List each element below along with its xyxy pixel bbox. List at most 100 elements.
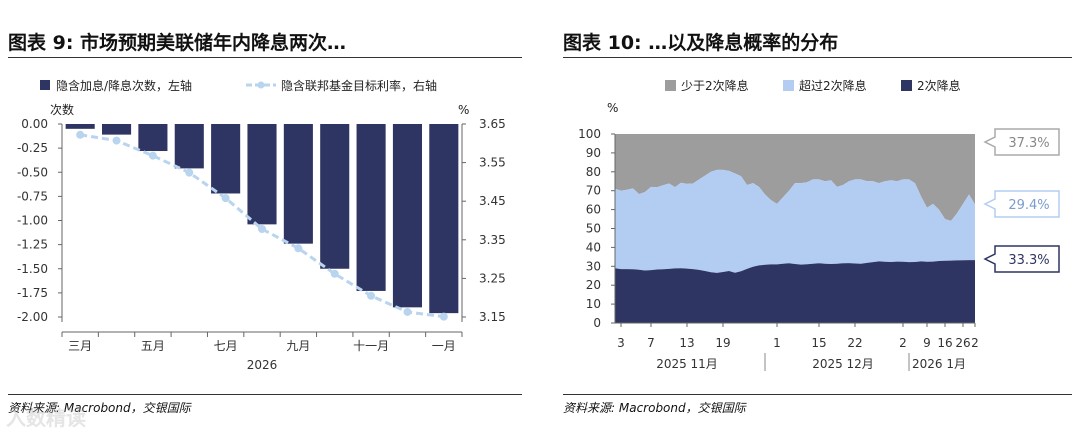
area-two-cuts bbox=[615, 260, 975, 323]
bar-九月 bbox=[283, 124, 313, 244]
fed-funds-rate-point bbox=[148, 151, 157, 160]
bar-七月 bbox=[211, 124, 241, 194]
right-axis-label: % bbox=[458, 103, 469, 117]
right-y-tick-label: 3.65 bbox=[479, 117, 506, 131]
x-group-label: 2025 12月 bbox=[812, 357, 874, 371]
right-chart-panel: 图表 10: …以及降息概率的分布 少于2次降息 超过2次降息 2次降息% 100 90… bbox=[555, 0, 1080, 434]
fed-funds-rate-point bbox=[185, 168, 194, 177]
bar-八月 bbox=[247, 124, 277, 225]
fed-funds-rate-point bbox=[258, 224, 266, 233]
bar-三月 bbox=[65, 124, 95, 129]
y-tick-label: 10 bbox=[586, 297, 601, 311]
end-callout-box-0 bbox=[983, 128, 1060, 156]
fed-funds-rate-point bbox=[76, 130, 85, 139]
y-tick-label: 40 bbox=[586, 240, 601, 254]
legend-bar-label: 隐含加息/降息次数，左轴 bbox=[56, 78, 192, 93]
fed-funds-rate-point bbox=[112, 136, 121, 145]
x-group-label: 2026 1月 bbox=[912, 357, 966, 371]
bar-十二月 bbox=[392, 124, 422, 308]
right-bottom-rule bbox=[563, 394, 1072, 395]
x-tick-label: 九月 bbox=[286, 339, 310, 353]
x-tick-label: 1 bbox=[773, 336, 781, 350]
bar-一月 bbox=[429, 124, 459, 314]
y-axis-unit-label: % bbox=[607, 101, 618, 115]
x-tick-label: 3 bbox=[617, 336, 625, 350]
legend-line-label: 隐含联邦基金目标利率，右轴 bbox=[281, 78, 437, 93]
legend-swatch-0 bbox=[665, 80, 676, 91]
legend-bar-swatch bbox=[40, 80, 50, 90]
left-y-tick-label: -1.50 bbox=[17, 262, 48, 276]
right-title-rule bbox=[563, 57, 1072, 58]
x-tick-label: 9 bbox=[923, 336, 931, 350]
y-tick-label: 60 bbox=[586, 203, 601, 217]
left-y-tick-label: -0.50 bbox=[17, 165, 48, 179]
bar-五月 bbox=[138, 124, 168, 152]
x-group-label: 2025 11月 bbox=[656, 357, 718, 371]
x-tick-label: 五月 bbox=[141, 339, 165, 353]
x-tick-label: 13 bbox=[679, 336, 694, 350]
right-chart-svg: 少于2次降息 超过2次降息 2次降息%10090807060504030201003… bbox=[578, 78, 1060, 371]
left-bottom-rule bbox=[8, 394, 522, 395]
y-tick-label: 90 bbox=[586, 146, 601, 160]
y-tick-label: 50 bbox=[586, 222, 601, 236]
left-y-tick-label: -1.00 bbox=[17, 214, 48, 228]
x-tick-label: 7 bbox=[647, 336, 655, 350]
end-callout-label-2: 33.3% bbox=[1008, 253, 1049, 268]
bar-六月 bbox=[174, 124, 204, 169]
end-callout-box-2 bbox=[983, 245, 1060, 273]
left-y-tick-label: -1.25 bbox=[17, 238, 48, 252]
x-tick-label: 2 bbox=[899, 336, 907, 350]
right-chart-title: 图表 10: …以及降息概率的分布 bbox=[563, 32, 839, 54]
y-tick-label: 70 bbox=[586, 184, 601, 198]
area-more-than-two-cuts bbox=[615, 169, 975, 273]
left-y-tick-label: 0.00 bbox=[21, 117, 48, 131]
end-callout-label-0: 37.3% bbox=[1008, 136, 1049, 151]
x-tick-label: 十一月 bbox=[353, 339, 389, 353]
bar-四月 bbox=[102, 124, 132, 135]
y-tick-label: 30 bbox=[586, 259, 601, 273]
end-callout-label-1: 29.4% bbox=[1008, 198, 1049, 213]
x-tick-label: 七月 bbox=[214, 339, 238, 353]
left-chart-panel: 图表 9: 市场预期美联储年内降息两次… 隐含加息/降息次数，左轴 隐含联邦基金目… bbox=[0, 0, 530, 434]
left-y-tick-label: -1.75 bbox=[17, 286, 48, 300]
x-tick-label: 15 bbox=[811, 336, 826, 350]
x-tick-label: 16 bbox=[937, 336, 952, 350]
fed-funds-rate-point bbox=[439, 312, 448, 321]
right-y-tick-label: 3.15 bbox=[479, 310, 506, 324]
left-source-note: 资料来源: Macrobond，交银国际 bbox=[8, 401, 191, 415]
end-callout-box-1 bbox=[983, 190, 1060, 218]
y-tick-label: 0 bbox=[593, 316, 601, 330]
bar-十月 bbox=[320, 124, 350, 269]
x-tick-label: 三月 bbox=[68, 339, 92, 353]
legend-line-marker bbox=[257, 81, 265, 89]
legend-swatch-1 bbox=[783, 80, 794, 91]
fed-funds-rate-point bbox=[330, 269, 339, 278]
x-group-label: 2026 bbox=[247, 358, 278, 372]
bar-十一月 bbox=[356, 124, 386, 291]
legend-swatch-2 bbox=[901, 80, 912, 91]
left-axis-label: 次数 bbox=[50, 102, 74, 117]
legend-label-0: 少于2次降息 bbox=[681, 78, 749, 93]
fed-funds-rate-point bbox=[221, 194, 230, 203]
left-y-tick-label: -2.00 bbox=[17, 310, 48, 324]
y-tick-label: 20 bbox=[586, 278, 601, 292]
fed-funds-rate-point bbox=[294, 244, 303, 253]
x-tick-label: 26 bbox=[955, 336, 970, 350]
left-y-tick-label: -0.25 bbox=[17, 141, 48, 155]
right-source-note: 资料来源: Macrobond，交银国际 bbox=[563, 401, 746, 415]
x-tick-label: 19 bbox=[715, 336, 730, 350]
x-tick-label: 2 bbox=[971, 336, 979, 350]
fed-funds-rate-point bbox=[367, 291, 376, 300]
left-y-tick-label: -0.75 bbox=[17, 189, 48, 203]
right-y-tick-label: 3.25 bbox=[479, 271, 506, 285]
y-tick-label: 100 bbox=[578, 127, 601, 141]
legend-label-2: 2次降息 bbox=[917, 78, 961, 93]
x-tick-label: 一月 bbox=[432, 339, 456, 353]
x-tick-label: 22 bbox=[847, 336, 862, 350]
y-tick-label: 80 bbox=[586, 165, 601, 179]
legend-label-1: 超过2次降息 bbox=[799, 78, 867, 93]
fed-funds-rate-point bbox=[403, 307, 412, 316]
right-y-tick-label: 3.35 bbox=[479, 233, 506, 247]
right-y-tick-label: 3.55 bbox=[479, 156, 506, 170]
